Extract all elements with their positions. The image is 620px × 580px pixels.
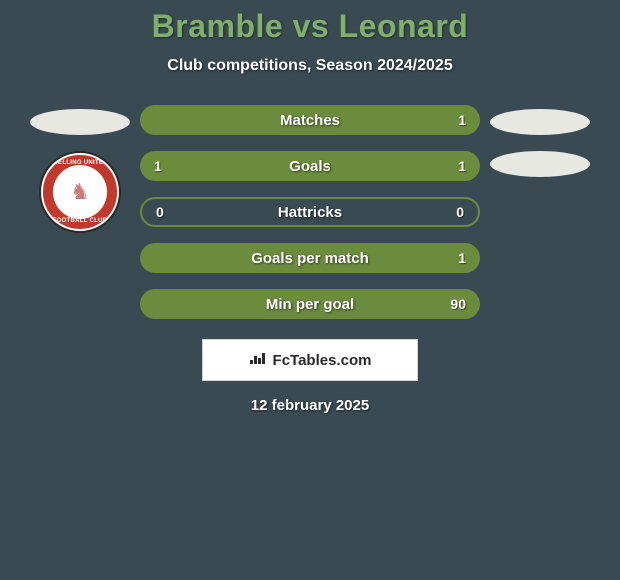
stat-right-value: 1 [442,112,466,128]
club-badge-welling: WELLING UNITED ♞ FOOTBALL CLUB [39,151,121,233]
content-row: WELLING UNITED ♞ FOOTBALL CLUB Matches 1… [0,105,620,319]
date-label: 12 february 2025 [251,397,369,414]
attribution-text: FcTables.com [273,352,372,369]
chart-icon [249,351,267,370]
player-placeholder-icon [30,109,130,135]
stat-label: Matches [280,112,340,129]
player-placeholder-icon [490,109,590,135]
comparison-card: Bramble vs Leonard Club competitions, Se… [0,0,620,414]
page-subtitle: Club competitions, Season 2024/2025 [167,57,452,75]
stat-right-value: 1 [442,158,466,174]
horse-icon: ♞ [58,170,102,214]
badge-text-top: WELLING UNITED [52,160,108,166]
stat-label: Goals per match [251,250,369,267]
stat-right-value: 1 [442,250,466,266]
left-club-column: WELLING UNITED ♞ FOOTBALL CLUB [30,105,130,233]
stats-column: Matches 1 1 Goals 1 0 Hattricks 0 Goals … [140,105,480,319]
right-club-column [490,105,590,177]
attribution-link[interactable]: FcTables.com [202,339,418,381]
badge-text-bottom: FOOTBALL CLUB [53,218,108,224]
stat-label: Hattricks [278,204,342,221]
stat-left-value: 0 [156,204,180,220]
stat-right-value: 90 [442,296,466,312]
stat-row-min-per-goal: Min per goal 90 [140,289,480,319]
club-placeholder-icon [490,151,590,177]
page-title: Bramble vs Leonard [152,8,469,45]
stat-label: Goals [289,158,331,175]
stat-row-goals: 1 Goals 1 [140,151,480,181]
stat-label: Min per goal [266,296,354,313]
stat-row-hattricks: 0 Hattricks 0 [140,197,480,227]
stat-left-value: 1 [154,158,178,174]
stat-row-goals-per-match: Goals per match 1 [140,243,480,273]
stat-right-value: 0 [440,204,464,220]
stat-row-matches: Matches 1 [140,105,480,135]
